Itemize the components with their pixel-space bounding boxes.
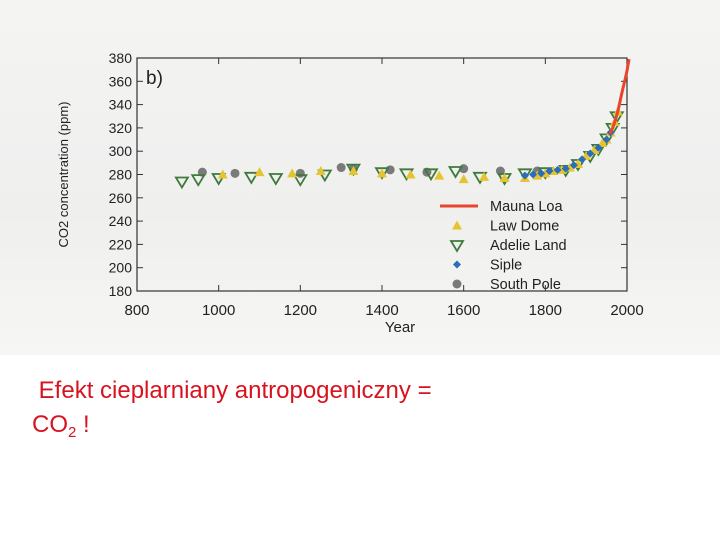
adelie-land-point <box>190 174 206 187</box>
x-tick-label: 800 <box>124 302 149 319</box>
law-dome-point <box>458 174 469 184</box>
caption: Efekt cieplarniany antropogeniczny = CO2… <box>32 374 432 450</box>
siple-point <box>529 170 538 179</box>
law-dome-point <box>254 167 265 177</box>
panel-label: b) <box>146 68 163 89</box>
x-tick-label: 1400 <box>365 302 398 319</box>
y-tick-label: 320 <box>109 120 133 136</box>
law-dome-point <box>499 172 510 182</box>
legend-south-pole-label: South Pole <box>490 277 561 293</box>
caption-co2-subscript: 2 <box>68 424 77 441</box>
x-tick-label: 1200 <box>284 302 317 319</box>
y-tick-label: 300 <box>109 143 133 159</box>
caption-exclamation: ! <box>76 411 90 438</box>
x-tick-label: 1600 <box>447 302 480 319</box>
y-tick-label: 360 <box>109 73 133 89</box>
siple-point <box>569 161 578 170</box>
adelie-land-point <box>211 173 227 186</box>
siple-point <box>545 167 554 176</box>
law-dome-point <box>217 169 228 179</box>
y-axis-label: CO2 concentration (ppm) <box>56 102 71 248</box>
adelie-land-point <box>517 168 533 182</box>
y-tick-label: 240 <box>109 213 133 229</box>
law-dome-point <box>434 170 445 180</box>
legend-siple-swatch <box>453 260 461 269</box>
y-tick-label: 280 <box>109 167 133 183</box>
adelie-land-point <box>243 171 259 185</box>
adelie-land-point <box>292 174 308 187</box>
law-dome-point <box>348 166 359 176</box>
siple-point <box>561 164 570 173</box>
south-pole-point <box>230 168 240 178</box>
siple-point <box>537 169 546 178</box>
siple-point <box>520 171 529 180</box>
law-dome-point <box>315 166 326 176</box>
legend-mauna-loa-label: Mauna Loa <box>490 199 563 215</box>
x-tick-label: 2000 <box>610 302 643 319</box>
y-tick-label: 200 <box>109 260 133 276</box>
caption-co2: CO <box>32 411 68 438</box>
y-tick-label: 260 <box>109 190 133 206</box>
legend-siple-label: Siple <box>490 258 522 274</box>
siple-point <box>602 135 611 144</box>
south-pole-point <box>336 163 346 173</box>
law-dome-point <box>377 168 387 178</box>
siple-point <box>553 165 562 174</box>
adelie-land-point <box>447 166 464 179</box>
legend-adelie-land-label: Adelie Land <box>490 238 567 254</box>
y-tick-label: 340 <box>109 97 133 113</box>
legend-law-dome-swatch <box>452 220 462 230</box>
adelie-land-point <box>345 163 362 177</box>
law-dome-point <box>405 169 416 179</box>
siple-point <box>586 149 595 158</box>
mauna-loa-line <box>608 58 631 135</box>
x-tick-label: 1000 <box>202 302 235 319</box>
legend-adelie-land-swatch <box>449 240 465 253</box>
siple-point <box>578 155 587 164</box>
y-tick-label: 380 <box>109 50 133 66</box>
x-tick-label: 1800 <box>529 302 562 319</box>
figure-panel: 180 200 220 240 260 280 300 320 340 360 380 800 1000… <box>0 0 720 355</box>
law-dome-point <box>479 171 490 181</box>
adelie-land-point <box>317 169 333 183</box>
x-axis-label: Year <box>385 319 415 336</box>
law-dome-point <box>287 168 298 178</box>
south-pole-point <box>295 168 305 178</box>
legend-south-pole-swatch <box>452 279 462 289</box>
law-dome-point <box>532 170 543 180</box>
adelie-land-point <box>374 167 390 180</box>
y-tick-label: 180 <box>109 283 133 299</box>
adelie-land-point <box>268 173 284 186</box>
adelie-land-point <box>423 168 439 182</box>
y-tick-label: 220 <box>109 236 133 252</box>
adelie-land-point <box>174 176 190 190</box>
legend-law-dome-label: Law Dome <box>490 219 559 235</box>
co2-chart: 180 200 220 240 260 280 300 320 340 360 380 800 1000… <box>56 50 644 336</box>
caption-line-1: Efekt cieplarniany antropogeniczny = <box>38 377 432 404</box>
siple-point <box>594 143 603 152</box>
